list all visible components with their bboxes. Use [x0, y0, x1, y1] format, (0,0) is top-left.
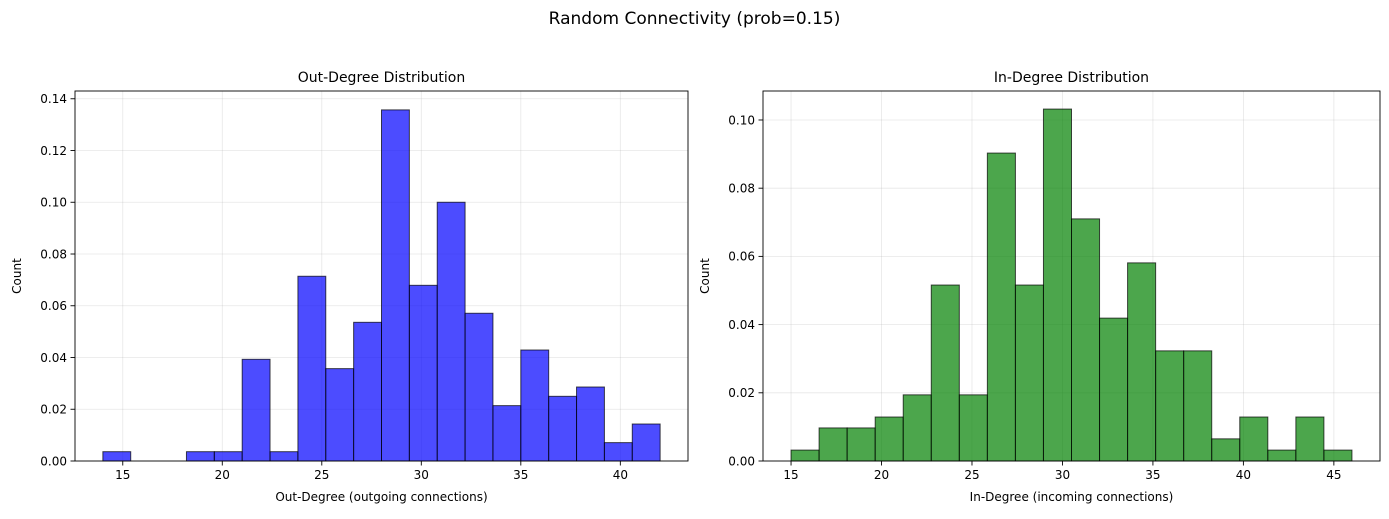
in-degree-y-tick-label: 0.02 — [728, 386, 755, 400]
in-degree-bar — [930, 284, 960, 462]
in-degree-x-tick-label: 45 — [1326, 468, 1341, 482]
out-degree-bar — [241, 358, 271, 462]
in-degree-y-tick-label: 0.08 — [728, 181, 755, 195]
out-degree-y-tick-label: 0.12 — [40, 144, 67, 158]
in-degree-title: In-Degree Distribution — [994, 70, 1149, 86]
in-degree-bar — [818, 427, 848, 462]
in-degree-x-tick-label: 25 — [964, 468, 979, 482]
in-degree-bar — [874, 416, 904, 462]
out-degree-y-tick-label: 0.14 — [40, 92, 67, 106]
out-degree-bar — [408, 284, 438, 462]
in-degree-bar — [1155, 350, 1185, 462]
out-degree-bar — [464, 312, 494, 462]
out-degree-x-axis-label: Out-Degree (outgoing connections) — [275, 490, 487, 504]
in-degree-y-tick-label: 0.06 — [728, 250, 755, 264]
in-degree-axes-frame — [762, 90, 1381, 462]
in-degree-bar — [1071, 218, 1101, 462]
in-degree-bar — [1211, 438, 1241, 462]
in-degree-x-tick-label: 30 — [1055, 468, 1070, 482]
in-degree-bar — [1127, 262, 1157, 462]
in-degree-x-tick-label: 15 — [783, 468, 798, 482]
in-degree-y-tick-label: 0.00 — [728, 454, 755, 468]
out-degree-panel: 15 20 25 30 35 40 0.00 0.02 0.04 0.06 0.08 0.10 0.12… — [10, 70, 689, 504]
out-degree-bar — [548, 395, 578, 462]
out-degree-x-tick-label: 30 — [414, 468, 429, 482]
in-degree-bar — [1042, 108, 1073, 462]
in-degree-bar — [846, 427, 876, 462]
in-degree-bar — [1323, 449, 1353, 462]
out-degree-y-tick-label: 0.04 — [40, 351, 67, 365]
out-degree-x-tick-label: 25 — [314, 468, 329, 482]
out-degree-y-tick-label: 0.00 — [40, 454, 67, 468]
in-degree-y-tick-label: 0.04 — [728, 318, 755, 332]
out-degree-bar — [436, 201, 466, 462]
out-degree-bar — [631, 423, 661, 462]
out-degree-y-tick-label: 0.08 — [40, 247, 67, 261]
in-degree-bar — [902, 394, 932, 462]
figure-suptitle: Random Connectivity (prob=0.15) — [549, 9, 841, 29]
in-degree-bar — [1099, 317, 1129, 462]
in-degree-y-axis-label: Count — [698, 258, 712, 294]
out-degree-y-tick-label: 0.06 — [40, 299, 67, 313]
in-degree-x-tick-label: 20 — [874, 468, 889, 482]
in-degree-bar — [986, 152, 1016, 462]
out-degree-x-tick-label: 40 — [613, 468, 628, 482]
out-degree-bar — [325, 368, 355, 462]
out-degree-bar — [353, 321, 382, 462]
out-degree-bar — [492, 405, 522, 462]
in-degree-bar — [1295, 416, 1325, 462]
in-degree-bar — [1239, 416, 1269, 462]
out-degree-bar — [102, 451, 132, 462]
out-degree-bar — [381, 109, 410, 462]
out-degree-y-tick-label: 0.02 — [40, 403, 67, 417]
out-degree-x-tick-label: 20 — [215, 468, 230, 482]
out-degree-x-tick-label: 35 — [513, 468, 528, 482]
out-degree-title: Out-Degree Distribution — [298, 70, 466, 86]
in-degree-bar — [1267, 449, 1297, 462]
out-degree-bar — [213, 451, 243, 462]
in-degree-panel: 15 20 25 30 35 40 45 0.00 0.02 0.04 0.06 0.08 0.10 In… — [698, 70, 1381, 504]
in-degree-bar — [1183, 350, 1213, 462]
in-degree-bar — [790, 449, 820, 462]
in-degree-x-tick-label: 40 — [1236, 468, 1251, 482]
out-degree-x-tick-label: 15 — [115, 468, 130, 482]
in-degree-x-tick-label: 35 — [1145, 468, 1160, 482]
out-degree-bar — [297, 275, 327, 462]
out-degree-bar — [576, 386, 605, 462]
in-degree-x-axis-label: In-Degree (incoming connections) — [970, 490, 1174, 504]
out-degree-bar — [520, 349, 550, 462]
out-degree-axes-frame — [74, 90, 689, 462]
out-degree-y-tick-label: 0.10 — [40, 196, 67, 210]
out-degree-bar — [185, 451, 215, 462]
in-degree-y-tick-label: 0.10 — [728, 113, 755, 127]
in-degree-bar — [1014, 284, 1044, 462]
out-degree-y-axis-label: Count — [10, 258, 24, 294]
in-degree-bar — [958, 394, 988, 462]
out-degree-bar — [603, 442, 633, 462]
out-degree-bar — [269, 451, 299, 462]
